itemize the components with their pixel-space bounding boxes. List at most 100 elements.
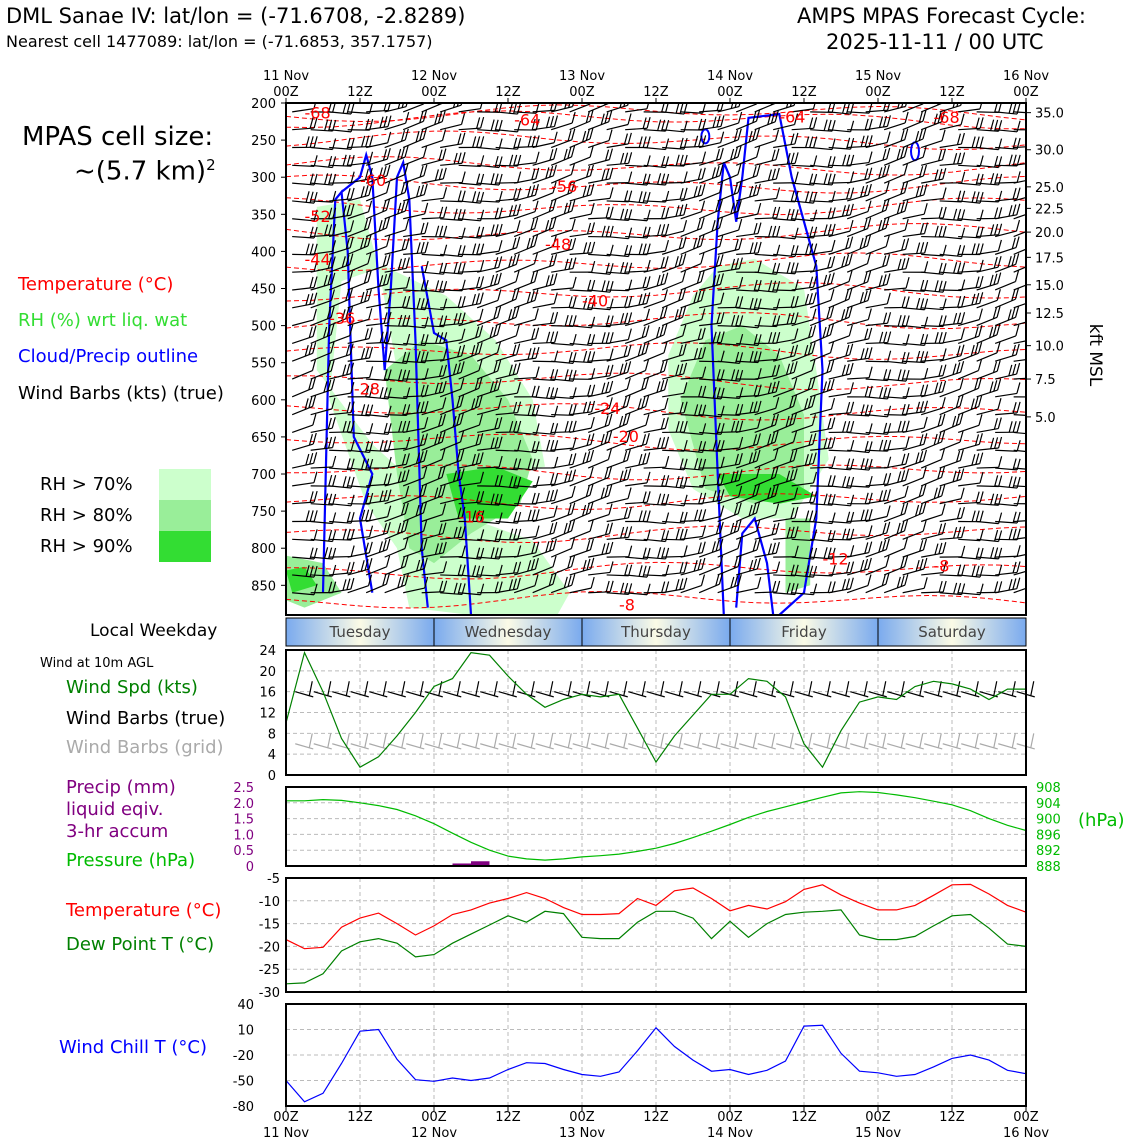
wind-barb-flag [601,280,606,292]
wind-barb-flag [582,559,587,572]
date-label: 11 Nov [263,1126,309,1140]
wind-barb-flag [990,547,995,559]
wind-barb-flag [1016,382,1021,394]
wind-barb [384,199,409,220]
wind-barb [958,275,984,291]
wind-barb-flag [365,404,370,416]
wind-barb-flag [452,103,456,108]
wind-barb-flag [438,168,443,180]
wind-barb-flag [957,209,962,221]
wind-barb-grid-flag [475,733,480,749]
wind-barb [884,238,910,255]
wind-barb-flag [860,135,865,147]
wind-barb [384,218,410,238]
wind-barb-true-flag [456,681,461,696]
wind-barb-flag [994,223,999,236]
wind-barb-flag [860,348,865,360]
wind-barb-flag [494,173,499,185]
wind-barb-staff [384,248,407,255]
wind-barb-flag [901,315,906,327]
wind-barb-flag [620,262,625,274]
wind-barb-flag [844,307,849,319]
wind-barb-flag [903,519,909,532]
wind-barb-flag [993,155,999,168]
wind-barb-flag [922,501,927,514]
wind-barb [532,216,557,238]
wind-barb-staff [736,325,759,329]
wind-barb [514,118,540,131]
wind-barb-flag [419,129,424,141]
wind-barb [680,347,707,362]
legend-rh: RH (%) wrt liq. wat [18,310,188,331]
wind-barb-flag [326,307,331,320]
wind-barb-flag [697,185,702,197]
wind-barb-staff [1013,537,1026,540]
wind-barb-flag [342,579,347,591]
wind-barb-flag [683,401,688,413]
wind-barb-flag [626,377,631,390]
wind-barb-flag [515,270,520,282]
wind-barb-staff [514,111,537,114]
wind-barb-flag [842,476,847,488]
wind-barb [847,183,872,202]
wind-barb-flag [383,103,387,111]
wind-barb-flag [697,558,702,571]
wind-barb-flag [623,507,629,519]
kft-axis-label: kft MSL [1085,324,1105,387]
wind-barb-staff [680,178,703,184]
wind-barb-flag [720,131,725,143]
wind-barb-flag [903,537,909,549]
wind-barb-flag [605,580,610,593]
wind-barb-true-flag [808,681,813,696]
wind-barb-flag [1014,306,1020,318]
wind-barb-flag [645,325,650,337]
wind-barb [754,280,781,293]
wind-barb-flag [531,492,536,505]
wind-barb-flag [757,400,762,413]
wind-barb [921,167,947,184]
wind-barb-flag [657,547,662,559]
wind-barb-staff [791,164,814,168]
wind-barb-flag [312,325,317,337]
wind-barb-flag [849,187,855,199]
date-label: 16 Nov [1003,69,1049,84]
wind-barb-staff [865,303,888,309]
wind-barb-flag [627,487,632,499]
wind-barb-flag [369,118,374,131]
wind-barb-staff [958,319,980,327]
wind-barb [680,151,707,166]
wind-barb [403,368,429,380]
wind-barb-flag [883,103,887,111]
wind-barb [551,276,577,291]
wind-barb-flag [678,289,683,301]
wind-barb-flag [990,173,995,185]
wind-barb [588,364,614,380]
wind-barb-flag [776,348,781,360]
wind-barb [772,377,798,398]
wind-barb [458,276,485,291]
wind-barb-true-flag [660,681,665,696]
wind-barb [1013,396,1026,398]
wind-barb-flag [665,119,670,132]
wind-barb-flag [549,115,555,128]
wind-barb [514,385,540,398]
wind-barb-flag [978,395,983,407]
wind-barb-flag [627,113,632,125]
wind-barb-flag [900,575,905,587]
wind-barb-flag [442,167,447,180]
wind-barb [1013,266,1026,273]
wind-barb-flag [683,203,688,216]
wind-barb-flag [867,289,872,301]
wind-barb-flag [878,275,883,287]
wind-barb-flag [681,270,687,282]
wind-barb-flag [904,128,909,140]
wind-barb-flag [424,384,429,396]
wind-barb [902,164,928,184]
wind-barb-flag [807,396,812,409]
wind-barb [569,368,596,380]
wind-barb-staff [921,159,943,166]
wind-barb-flag [327,257,332,269]
wind-barb-flag [738,218,743,231]
wind-barb-flag [753,401,758,413]
wind-barb-flag [863,558,869,571]
